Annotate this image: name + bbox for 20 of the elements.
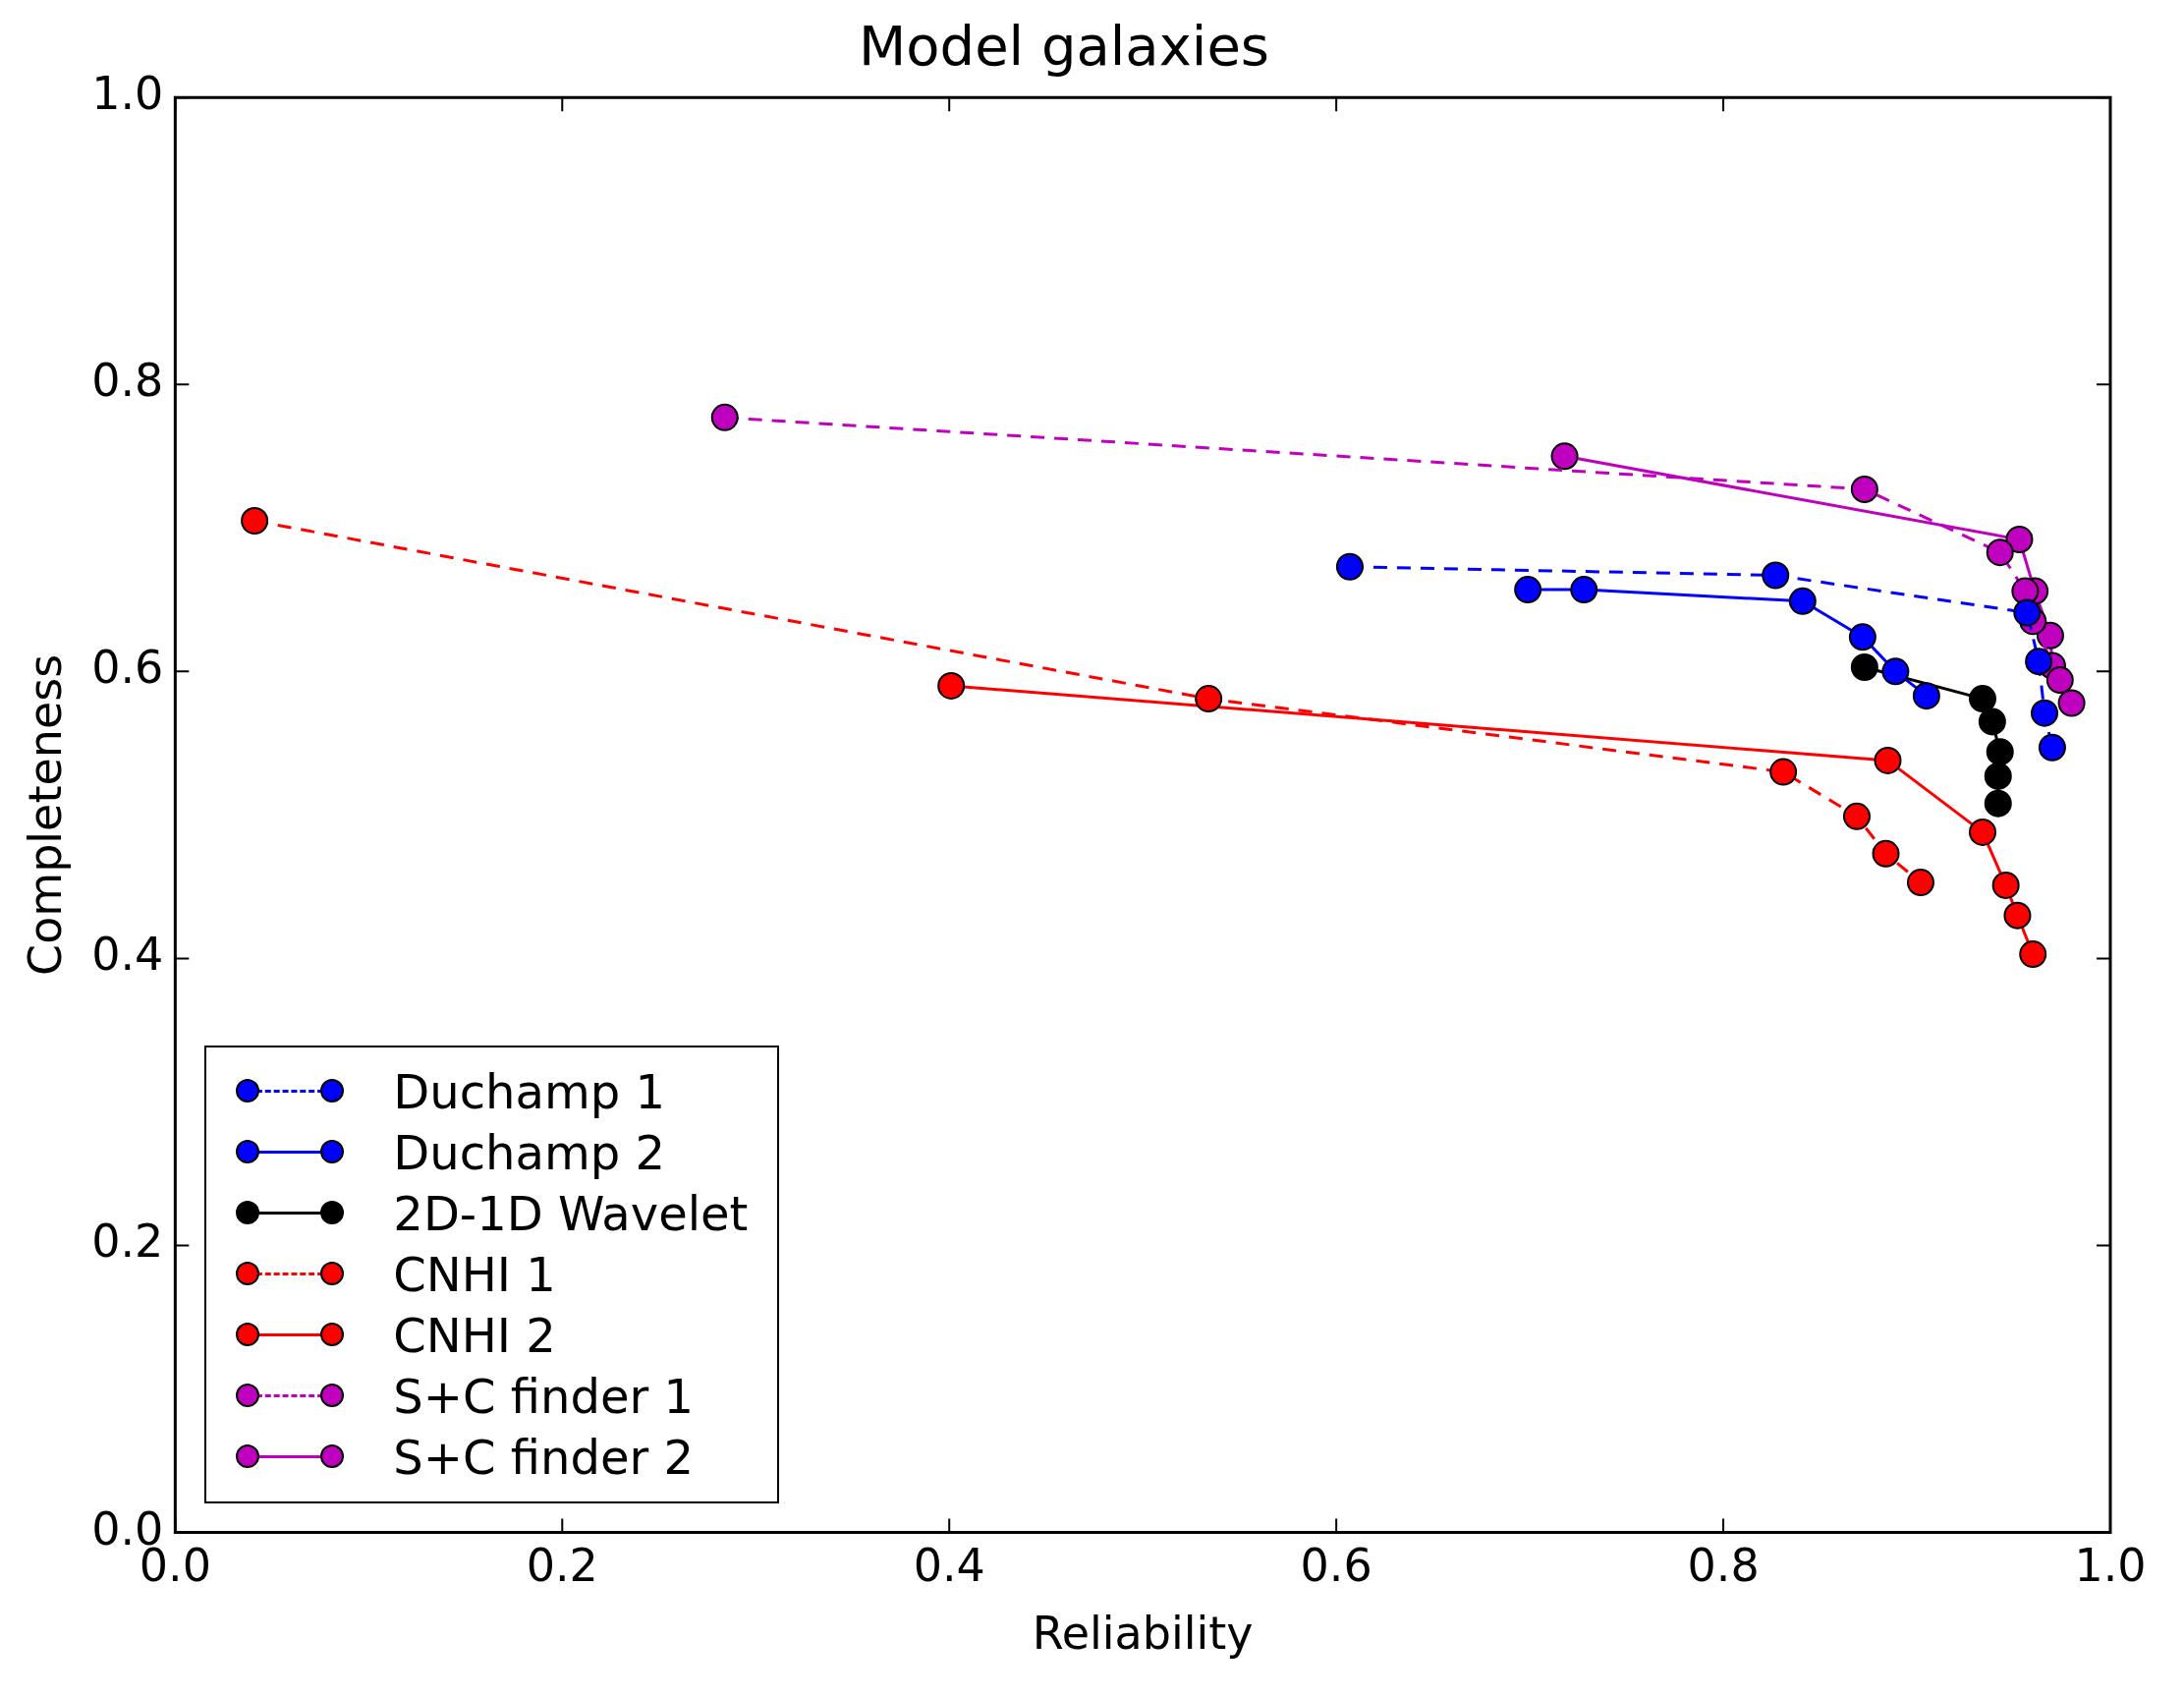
x-tick-label: 0.8: [1687, 1539, 1760, 1593]
x-axis-title: Reliability: [1032, 1607, 1254, 1661]
legend-label: S+C finder 1: [393, 1368, 694, 1424]
x-tick-label: 0.4: [913, 1539, 985, 1593]
y-tick-label: 0.8: [91, 354, 164, 408]
legend-label: CNHI 2: [393, 1307, 556, 1363]
y-tick-label: 0.2: [91, 1215, 164, 1269]
y-axis-title: Completeness: [18, 653, 72, 976]
chart-title: Model galaxies: [858, 14, 1270, 79]
x-tick-label: 0.2: [526, 1539, 598, 1593]
x-tick-label: 0.6: [1300, 1539, 1372, 1593]
y-tick-label: 0.6: [91, 641, 164, 695]
legend-label: CNHI 1: [393, 1246, 556, 1302]
legend-label: 2D-1D Wavelet: [393, 1185, 749, 1241]
y-tick-label: 0.4: [91, 928, 164, 982]
legend-label: Duchamp 2: [393, 1124, 665, 1180]
legend-label: Duchamp 1: [393, 1063, 665, 1119]
x-tick-label: 1.0: [2074, 1539, 2147, 1593]
legend-label: S+C finder 2: [393, 1429, 694, 1485]
y-tick-label: 1.0: [91, 67, 164, 121]
